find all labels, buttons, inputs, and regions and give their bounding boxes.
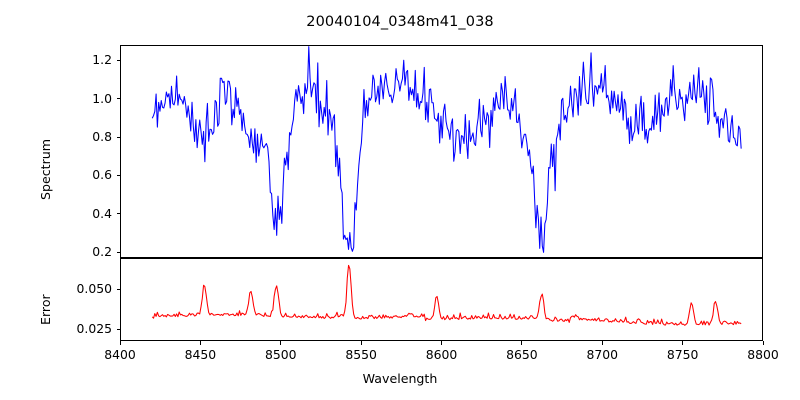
x-tick-mark: [119, 341, 121, 345]
y-tick-label: 0.8: [92, 129, 112, 145]
x-tick-mark: [521, 341, 523, 345]
y-tick-mark: [116, 213, 120, 215]
x-tick-label: 8750: [666, 347, 699, 362]
x-tick-mark: [441, 341, 443, 345]
x-tick-label: 8550: [345, 347, 377, 362]
y-tick-label: 0.6: [92, 167, 112, 183]
x-axis-label: Wavelength: [362, 371, 438, 386]
spectrum-line: [152, 47, 741, 253]
x-tick-mark: [601, 341, 603, 345]
x-tick-mark: [360, 341, 362, 345]
y-tick-label: 1.0: [92, 90, 112, 106]
x-tick-label: 8500: [264, 347, 297, 362]
y-tick-label: 0.050: [76, 281, 112, 297]
y-tick-label: 0.4: [92, 205, 112, 221]
spectrum-axes: [120, 45, 763, 258]
x-tick-mark: [762, 341, 764, 345]
y-tick-mark: [116, 98, 120, 100]
x-tick-label: 8600: [425, 347, 458, 362]
error-line: [152, 265, 741, 325]
x-tick-label: 8650: [506, 347, 538, 362]
y-tick-label: 0.2: [92, 244, 112, 260]
y-tick-mark: [116, 328, 120, 330]
y-tick-mark: [116, 174, 120, 177]
y-tick-label: 0.025: [76, 321, 112, 337]
spectrum-plot-area: [121, 46, 762, 257]
x-tick-label: 8700: [586, 347, 619, 362]
y-tick-label: 1.2: [92, 52, 112, 68]
error-plot-area: [121, 259, 762, 340]
x-tick-label: 8450: [184, 347, 217, 362]
y-axis-label-error: Error: [38, 294, 53, 325]
x-tick-mark: [682, 341, 684, 345]
y-tick-mark: [116, 251, 120, 253]
page-title: 20040104_0348m41_038: [306, 14, 494, 30]
y-tick-mark: [116, 288, 120, 290]
x-tick-label: 8800: [747, 347, 779, 362]
x-tick-mark: [199, 341, 201, 345]
error-axes: [120, 258, 763, 341]
y-tick-mark: [116, 136, 120, 138]
y-tick-mark: [116, 59, 120, 61]
x-tick-mark: [280, 341, 282, 345]
y-axis-label-spectrum: Spectrum: [38, 138, 53, 200]
x-tick-label: 8400: [104, 347, 136, 362]
